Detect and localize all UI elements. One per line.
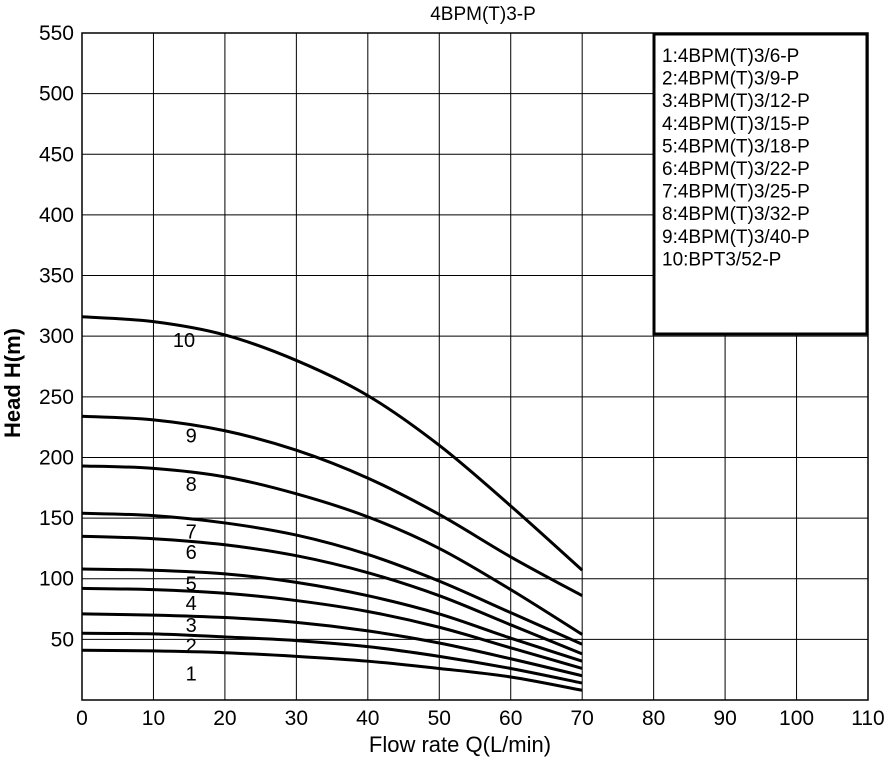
legend-entry: 2:4BPM(T)3/9-P (662, 69, 799, 90)
series-line-4 (81, 586, 583, 670)
legend-items: 1:4BPM(T)3/6-P2:4BPM(T)3/9-P3:4BPM(T)3/1… (662, 46, 810, 270)
legend-entry: 10:BPT3/52-P (662, 249, 781, 270)
x-axis-label: Flow rate Q(L/min) (369, 732, 551, 757)
curve-label-10: 10 (173, 330, 195, 352)
y-tick-label: 500 (39, 83, 74, 106)
curve-label-6: 6 (186, 542, 197, 564)
y-tick-label: 150 (39, 507, 74, 530)
y-tick-label: 550 (39, 22, 74, 45)
plot-frame (81, 32, 869, 701)
series-curves (81, 315, 584, 692)
legend: 1:4BPM(T)3/6-P2:4BPM(T)3/9-P3:4BPM(T)3/1… (652, 32, 869, 336)
x-tick-label: 90 (713, 707, 736, 730)
x-tick-label: 100 (779, 707, 814, 730)
x-tick-label: 30 (285, 707, 308, 730)
curve-label-5: 5 (186, 574, 197, 596)
series-line-3 (81, 612, 583, 678)
legend-entry: 9:4BPM(T)3/40-P (662, 227, 810, 248)
series-line-2 (81, 631, 583, 685)
legend-entry: 1:4BPM(T)3/6-P (662, 46, 799, 67)
x-tick-label: 0 (76, 707, 88, 730)
x-tick-label: 40 (356, 707, 379, 730)
curve-label-4: 4 (186, 593, 197, 615)
legend-entry: 5:4BPM(T)3/18-P (662, 136, 810, 157)
series-line-8 (81, 464, 583, 636)
legend-entry: 3:4BPM(T)3/12-P (662, 91, 810, 112)
curve-label-8: 8 (186, 474, 197, 496)
curve-label-2: 2 (186, 635, 197, 657)
curve-label-1: 1 (186, 663, 197, 685)
curve-label-9: 9 (186, 426, 197, 448)
series-line-10 (81, 315, 584, 572)
x-tick-label: 60 (499, 707, 522, 730)
legend-box (652, 32, 869, 336)
y-tick-label: 200 (39, 446, 74, 469)
y-tick-label: 400 (39, 204, 74, 227)
series-line-9 (81, 414, 583, 598)
y-tick-label: 250 (39, 386, 74, 409)
x-tick-label: 10 (142, 707, 165, 730)
legend-entry: 8:4BPM(T)3/32-P (662, 204, 810, 225)
y-tick-label: 100 (39, 568, 74, 591)
chart-title: 4BPM(T)3-P (430, 4, 536, 25)
y-tick-label: 50 (51, 628, 74, 651)
x-tick-label: 110 (851, 707, 884, 730)
x-tick-label: 20 (213, 707, 236, 730)
series-line-6 (81, 534, 583, 656)
legend-entry: 7:4BPM(T)3/25-P (662, 182, 810, 203)
x-tick-label: 80 (642, 707, 665, 730)
y-axis-ticks: 50 100 150 200 250 300 350 400 450 500 550 (39, 22, 74, 651)
curve-label-7: 7 (186, 521, 197, 543)
x-axis-ticks: 0 10 20 30 40 50 60 70 80 90 100 110 (76, 707, 885, 730)
y-tick-label: 300 (39, 325, 74, 348)
series-line-5 (81, 567, 583, 663)
curve-label-3: 3 (186, 615, 197, 637)
legend-entry: 6:4BPM(T)3/22-P (662, 159, 810, 180)
x-tick-label: 50 (428, 707, 451, 730)
y-tick-label: 450 (39, 143, 74, 166)
series-line-7 (81, 511, 583, 646)
series-line-1 (81, 648, 583, 692)
y-axis-label: Head H(m) (0, 328, 25, 438)
legend-entry: 4:4BPM(T)3/15-P (662, 114, 810, 135)
y-tick-label: 350 (39, 265, 74, 288)
x-tick-label: 70 (571, 707, 594, 730)
